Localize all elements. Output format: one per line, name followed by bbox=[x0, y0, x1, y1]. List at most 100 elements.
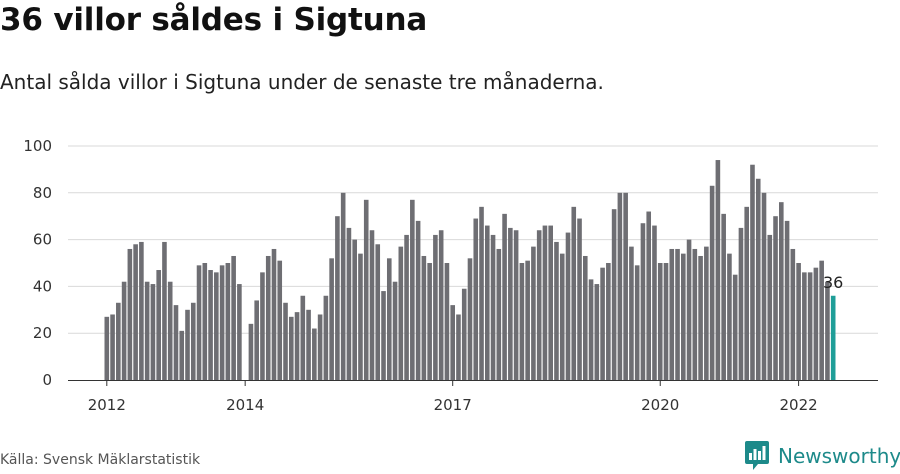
bar bbox=[346, 227, 352, 380]
bar bbox=[352, 239, 357, 380]
bar bbox=[773, 216, 778, 380]
bar bbox=[162, 241, 167, 380]
bar bbox=[525, 260, 530, 380]
bar bbox=[317, 314, 323, 380]
bar bbox=[479, 206, 484, 380]
bar bbox=[744, 206, 750, 380]
bar bbox=[542, 225, 548, 380]
bar bbox=[502, 213, 507, 380]
bar bbox=[248, 323, 254, 380]
bar bbox=[386, 258, 392, 380]
x-tick-label: 2014 bbox=[226, 396, 264, 414]
y-tick-label: 100 bbox=[23, 137, 52, 155]
bar bbox=[202, 263, 208, 380]
bar bbox=[513, 230, 519, 380]
bar bbox=[427, 263, 432, 380]
x-tick-label: 2022 bbox=[780, 396, 818, 414]
bar bbox=[283, 302, 288, 380]
bar bbox=[110, 314, 115, 380]
bar bbox=[312, 328, 317, 380]
bar bbox=[629, 246, 634, 380]
bar bbox=[392, 281, 398, 380]
bar bbox=[715, 160, 721, 380]
bar bbox=[727, 253, 732, 380]
bar bbox=[410, 199, 415, 380]
x-tick-label: 2017 bbox=[434, 396, 472, 414]
bar bbox=[381, 291, 386, 380]
value-label: 36 bbox=[823, 273, 843, 292]
bar bbox=[456, 314, 461, 380]
bar bbox=[819, 260, 824, 380]
bar bbox=[559, 253, 565, 380]
bar bbox=[225, 263, 231, 380]
bar bbox=[369, 230, 375, 380]
bar bbox=[271, 248, 277, 380]
bar bbox=[692, 248, 698, 380]
bar bbox=[571, 206, 577, 380]
bar bbox=[594, 284, 600, 380]
bar bbox=[802, 272, 807, 380]
bar bbox=[807, 272, 813, 380]
bar bbox=[461, 288, 467, 380]
bar bbox=[363, 199, 369, 380]
bar bbox=[340, 192, 346, 380]
bar bbox=[732, 274, 738, 380]
bar bbox=[698, 255, 703, 380]
chart-title: 36 villor såldes i Sigtuna bbox=[0, 2, 428, 38]
y-tick-label: 40 bbox=[33, 277, 52, 295]
bar bbox=[652, 225, 657, 380]
brand-logo[interactable]: Newsworthy bbox=[744, 440, 900, 472]
bar bbox=[219, 265, 225, 380]
bar bbox=[565, 232, 571, 380]
bar bbox=[173, 305, 179, 380]
y-tick-label: 20 bbox=[33, 324, 52, 342]
bar bbox=[433, 234, 438, 380]
bar bbox=[779, 202, 784, 380]
bar bbox=[179, 330, 185, 380]
bar bbox=[438, 230, 444, 380]
bar bbox=[294, 312, 300, 380]
bar bbox=[681, 253, 686, 380]
bar bbox=[415, 220, 421, 380]
y-tick-label: 0 bbox=[42, 371, 52, 389]
bar bbox=[611, 209, 617, 380]
source-text: Källa: Svensk Mäklarstatistik bbox=[0, 452, 201, 468]
bar bbox=[190, 302, 196, 380]
bar bbox=[600, 267, 605, 380]
bar bbox=[127, 248, 133, 380]
bar bbox=[634, 265, 640, 380]
bar bbox=[784, 220, 790, 380]
bar bbox=[335, 216, 340, 380]
bar-chart: 0 20 40 60 80 100 2012 2014 2017 2020 2022 36 bbox=[23, 137, 878, 414]
x-axis: 2012 2014 2017 2020 2022 bbox=[68, 380, 878, 414]
bars bbox=[104, 160, 836, 380]
bar bbox=[750, 164, 755, 380]
newsworthy-logo-icon bbox=[745, 441, 769, 470]
bar bbox=[404, 234, 409, 380]
brand-name: Newsworthy bbox=[778, 444, 900, 468]
bar bbox=[473, 218, 479, 380]
bar bbox=[669, 248, 675, 380]
bar bbox=[536, 230, 542, 380]
bar bbox=[577, 218, 582, 380]
bar bbox=[790, 248, 796, 380]
bar bbox=[214, 272, 219, 380]
y-tick-label: 60 bbox=[33, 231, 52, 249]
bar bbox=[116, 302, 121, 380]
bar bbox=[167, 281, 173, 380]
bar bbox=[265, 255, 271, 380]
bar bbox=[623, 192, 628, 380]
bar bbox=[306, 309, 311, 380]
bar bbox=[554, 241, 559, 380]
bar bbox=[606, 263, 611, 380]
bar bbox=[657, 263, 663, 380]
bar bbox=[519, 263, 525, 380]
bar bbox=[121, 281, 127, 380]
bar bbox=[260, 272, 265, 380]
bar bbox=[813, 267, 819, 380]
bar bbox=[738, 227, 744, 380]
bar bbox=[421, 255, 427, 380]
y-tick-label: 80 bbox=[33, 184, 52, 202]
bar bbox=[329, 258, 334, 380]
bar bbox=[548, 225, 553, 380]
